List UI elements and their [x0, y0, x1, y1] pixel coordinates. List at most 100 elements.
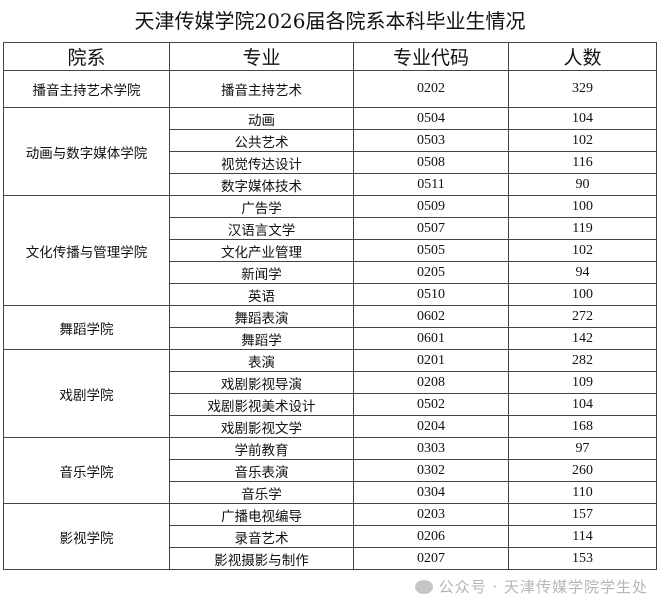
count-cell: 104 [508, 107, 657, 130]
college-cell: 音乐学院 [3, 437, 170, 504]
count-cell: 94 [508, 261, 657, 284]
count-cell: 153 [508, 547, 657, 570]
major-cell: 舞蹈学 [169, 327, 354, 350]
wechat-icon [414, 580, 433, 594]
code-cell: 0302 [353, 459, 509, 482]
count-cell: 168 [508, 415, 657, 438]
major-cell: 音乐表演 [169, 459, 354, 482]
code-cell: 0204 [353, 415, 509, 438]
college-cell: 舞蹈学院 [3, 305, 170, 350]
table-row: 汉语言文学 0507 119 [4, 217, 657, 240]
count-cell: 119 [508, 217, 657, 240]
code-cell: 0502 [353, 393, 509, 416]
graduates-table: 院系 专业 专业代码 人数 播音主持艺术学院 播音主持艺术 0202 329 动画与数字… [3, 42, 657, 570]
major-cell: 公共艺术 [169, 129, 354, 152]
table-row: 新闻学 0205 94 [4, 261, 657, 284]
table-row: 戏剧学院 表演 0201 282 [3, 349, 657, 438]
college-cell: 影视学院 [3, 503, 170, 570]
major-cell: 视觉传达设计 [169, 151, 354, 174]
table-row: 音乐学 0304 110 [4, 481, 657, 504]
major-cell: 文化产业管理 [169, 239, 354, 262]
code-cell: 0601 [353, 327, 509, 350]
table-row: 舞蹈学院 舞蹈表演 0602 272 [3, 305, 657, 350]
code-cell: 0304 [353, 481, 509, 504]
code-cell: 0510 [353, 283, 509, 306]
major-cell: 学前教育 [169, 437, 354, 460]
header-major: 专业 [169, 42, 354, 71]
major-cell: 广播电视编导 [169, 503, 354, 526]
table-header-row: 院系 专业 专业代码 人数 [3, 42, 657, 71]
code-cell: 0205 [353, 261, 509, 284]
code-cell: 0206 [353, 525, 509, 548]
table-row: 音乐学院 学前教育 0303 97 [3, 437, 657, 504]
count-cell: 260 [508, 459, 657, 482]
major-cell: 汉语言文学 [169, 217, 354, 240]
count-cell: 282 [508, 349, 657, 372]
major-cell: 动画 [169, 107, 354, 130]
code-cell: 0505 [353, 239, 509, 262]
count-cell: 142 [508, 327, 657, 350]
college-cell: 动画与数字媒体学院 [3, 107, 170, 196]
count-cell: 272 [508, 305, 657, 328]
count-cell: 116 [508, 151, 657, 174]
code-cell: 0207 [353, 547, 509, 570]
code-cell: 0503 [353, 129, 509, 152]
major-cell: 音乐学 [169, 481, 354, 504]
document-title: 天津传媒学院2026届各院系本科毕业生情况 [134, 9, 526, 33]
count-cell: 157 [508, 503, 657, 526]
count-cell: 102 [508, 239, 657, 262]
table-body: 播音主持艺术学院 播音主持艺术 0202 329 动画与数字媒体学院 动画 0504 104 公… [3, 70, 657, 570]
major-cell: 录音艺术 [169, 525, 354, 548]
table-row: 影视摄影与制作 0207 153 [4, 547, 657, 570]
major-cell: 影视摄影与制作 [169, 547, 354, 570]
count-cell: 100 [508, 283, 657, 306]
major-cell: 戏剧影视文学 [169, 415, 354, 438]
header-code: 专业代码 [353, 42, 509, 71]
watermark-text: 公众号 · 天津传媒学院学生处 [438, 578, 648, 596]
code-cell: 0201 [353, 349, 509, 372]
major-cell: 戏剧影视美术设计 [169, 393, 354, 416]
table-row: 影视学院 广播电视编导 0203 157 [3, 503, 657, 570]
major-cell: 戏剧影视导演 [169, 371, 354, 394]
major-cell: 新闻学 [169, 261, 354, 284]
table-row: 戏剧影视导演 0208 109 [4, 371, 657, 394]
major-cell: 广告学 [169, 195, 354, 218]
count-cell: 114 [508, 525, 657, 548]
count-cell: 110 [508, 481, 657, 504]
count-cell: 102 [508, 129, 657, 152]
count-cell: 100 [508, 195, 657, 218]
code-cell: 0508 [353, 151, 509, 174]
code-cell: 0504 [353, 107, 509, 130]
major-cell: 英语 [169, 283, 354, 306]
code-cell: 0507 [353, 217, 509, 240]
count-cell: 329 [508, 70, 657, 108]
table-row: 音乐表演 0302 260 [4, 459, 657, 482]
major-cell: 舞蹈表演 [169, 305, 354, 328]
table-row: 视觉传达设计 0508 116 [4, 151, 657, 174]
code-cell: 0509 [353, 195, 509, 218]
count-cell: 109 [508, 371, 657, 394]
table-row: 文化产业管理 0505 102 [4, 239, 657, 262]
header-college: 院系 [3, 42, 170, 71]
college-cell: 播音主持艺术学院 [3, 70, 170, 108]
code-cell: 0303 [353, 437, 509, 460]
table-row: 播音主持艺术学院 播音主持艺术 0202 329 [3, 70, 657, 108]
code-cell: 0602 [353, 305, 509, 328]
count-cell: 104 [508, 393, 657, 416]
count-cell: 97 [508, 437, 657, 460]
code-cell: 0203 [353, 503, 509, 526]
count-cell: 90 [508, 173, 657, 196]
code-cell: 0208 [353, 371, 509, 394]
college-cell: 戏剧学院 [3, 349, 170, 438]
table-row: 英语 0510 100 [4, 283, 657, 306]
code-cell: 0511 [353, 173, 509, 196]
table-row: 舞蹈学 0601 142 [4, 327, 657, 350]
table-row: 动画与数字媒体学院 动画 0504 104 [3, 107, 657, 196]
college-cell: 文化传播与管理学院 [3, 195, 170, 306]
table-row: 文化传播与管理学院 广告学 0509 100 [3, 195, 657, 306]
major-cell: 数字媒体技术 [169, 173, 354, 196]
header-count: 人数 [508, 42, 657, 71]
major-cell: 表演 [169, 349, 354, 372]
code-cell: 0202 [353, 70, 509, 108]
major-cell: 播音主持艺术 [169, 70, 354, 108]
